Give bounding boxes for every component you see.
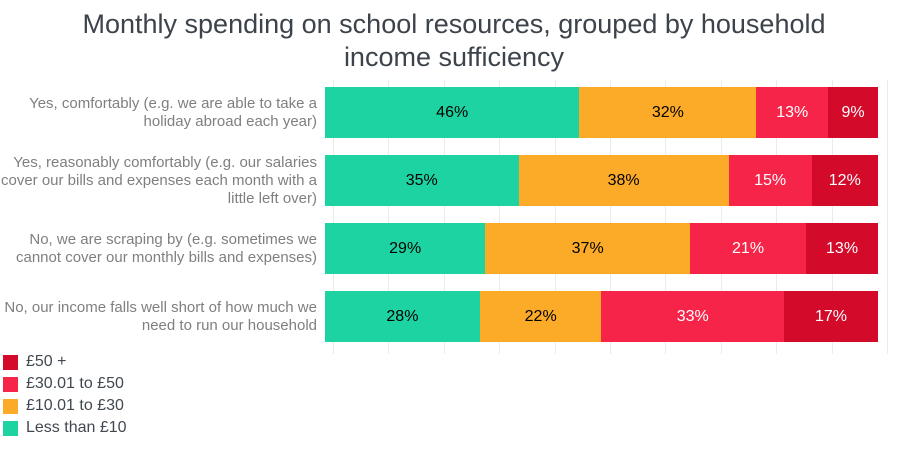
bar-segment: 13% <box>806 223 878 274</box>
bar-segment: 32% <box>579 87 757 138</box>
legend-label: £30.01 to £50 <box>26 375 124 392</box>
bar-value-label: 17% <box>814 307 847 325</box>
bar-value-label: 29% <box>389 239 422 257</box>
legend-swatch-icon <box>3 354 18 370</box>
bar-value-label: 28% <box>386 307 419 325</box>
bar-row: No, our income falls well short of how m… <box>0 291 908 342</box>
bar-segment: 9% <box>828 87 878 138</box>
category-label: Yes, comfortably (e.g. we are able to ta… <box>29 94 317 130</box>
bar-value-label: 46% <box>436 103 469 121</box>
legend-item: Less than £10 <box>3 417 908 439</box>
bar-segment: 38% <box>518 155 729 206</box>
bar-segment: 21% <box>689 223 807 274</box>
bar-segment: 12% <box>811 155 878 206</box>
bar-segment: 28% <box>325 291 480 342</box>
bar-segment: 46% <box>325 87 580 138</box>
category-label: No, our income falls well short of how m… <box>4 298 317 334</box>
bar-value-label: 22% <box>524 307 557 325</box>
legend-swatch-icon <box>3 398 18 414</box>
bar-segment: 33% <box>601 291 784 342</box>
stacked-bar: 35% 38% 15% 12% <box>325 155 878 206</box>
category-label: Yes, reasonably comfortably (e.g. our sa… <box>0 153 317 207</box>
bar-value-label: 12% <box>828 171 861 189</box>
category-label: No, we are scraping by (e.g. sometimes w… <box>16 230 317 266</box>
stacked-bar: 46% 32% 13% 9% <box>325 87 878 138</box>
legend-label: £50 + <box>26 353 67 370</box>
plot-area: Yes, comfortably (e.g. we are able to ta… <box>0 80 908 354</box>
legend-swatch-icon <box>3 420 18 436</box>
bar-segment: 22% <box>479 291 602 342</box>
bar-value-label: 37% <box>571 239 604 257</box>
bar-value-label: 9% <box>841 103 865 121</box>
bar-value-label: 33% <box>676 307 709 325</box>
legend-item: £50 + <box>3 351 908 373</box>
bar-segment: 37% <box>485 223 690 274</box>
bar-value-label: 13% <box>826 239 859 257</box>
legend-item: £10.01 to £30 <box>3 395 908 417</box>
bar-segment: 35% <box>325 155 519 206</box>
chart-root: Monthly spending on school resources, gr… <box>0 8 908 465</box>
legend-label: Less than £10 <box>26 419 127 436</box>
bar-segment: 17% <box>783 291 878 342</box>
bar-value-label: 21% <box>732 239 765 257</box>
bar-row: Yes, reasonably comfortably (e.g. our sa… <box>0 153 908 207</box>
legend-swatch-icon <box>3 376 18 392</box>
bar-value-label: 13% <box>776 103 809 121</box>
bar-value-label: 38% <box>607 171 640 189</box>
bar-segment: 13% <box>756 87 829 138</box>
bar-segment: 15% <box>728 155 812 206</box>
bar-row: Yes, comfortably (e.g. we are able to ta… <box>0 87 908 138</box>
bar-value-label: 15% <box>754 171 787 189</box>
bar-value-label: 35% <box>405 171 438 189</box>
legend-label: £10.01 to £30 <box>26 397 124 414</box>
bar-segment: 29% <box>325 223 486 274</box>
bar-rows: Yes, comfortably (e.g. we are able to ta… <box>0 87 908 342</box>
legend: £50 + £30.01 to £50 £10.01 to £30 Less than… <box>3 351 908 439</box>
stacked-bar: 29% 37% 21% 13% <box>325 223 878 274</box>
stacked-bar: 28% 22% 33% 17% <box>325 291 878 342</box>
bar-row: No, we are scraping by (e.g. sometimes w… <box>0 223 908 274</box>
bar-value-label: 32% <box>651 103 684 121</box>
legend-item: £30.01 to £50 <box>3 373 908 395</box>
chart-title: Monthly spending on school resources, gr… <box>82 9 826 72</box>
